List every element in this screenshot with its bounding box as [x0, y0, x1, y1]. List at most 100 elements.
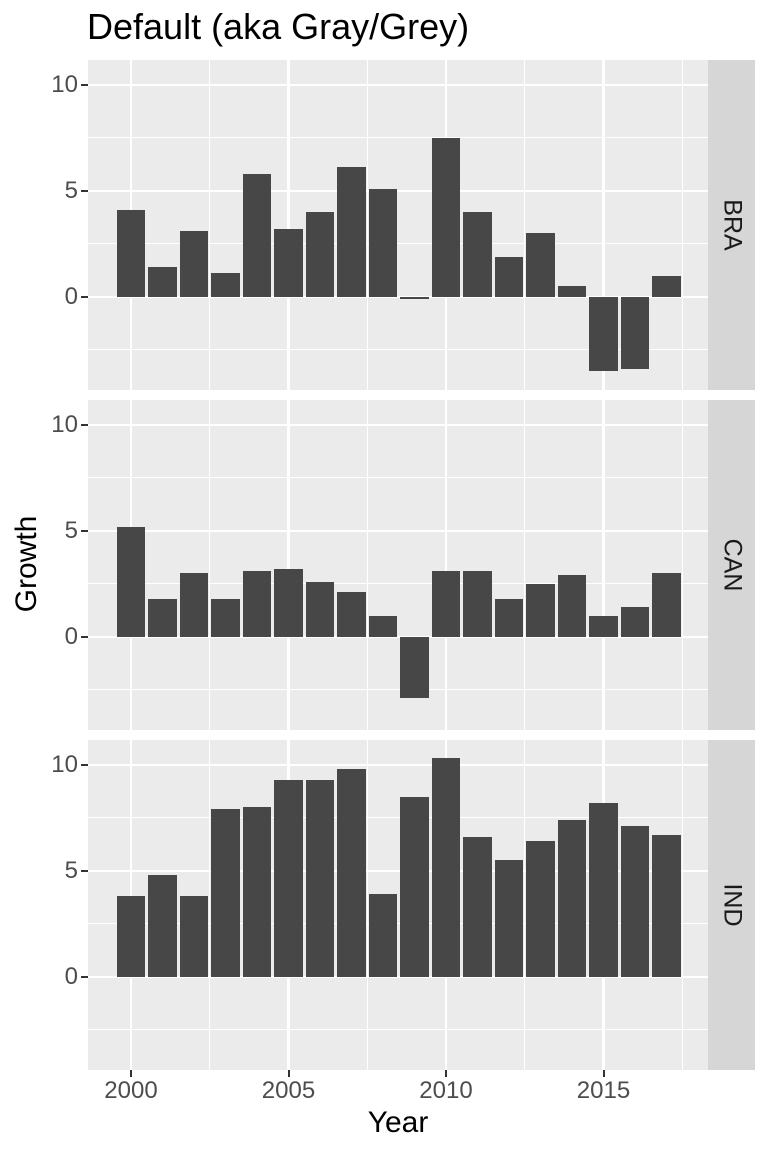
bar-can-2010	[431, 571, 461, 637]
y-tick-mark-bra-5	[81, 189, 88, 192]
facet-strip-label-ind: IND	[718, 883, 746, 927]
x-major-gridline	[602, 400, 605, 730]
bar-ind-2011	[463, 836, 492, 977]
facet-panel-ind	[88, 740, 708, 1070]
y-major-gridline	[88, 295, 708, 299]
facet-panel-bra	[88, 60, 708, 390]
chart-title: Default (aka Gray/Grey)	[87, 6, 470, 47]
facet-panel-can	[88, 400, 708, 730]
bar-ind-2009	[400, 796, 429, 977]
x-minor-gridline	[366, 60, 368, 390]
bar-bra-2001	[148, 267, 177, 297]
facet-strip-label-can: CAN	[718, 538, 746, 592]
bar-ind-2006	[305, 779, 335, 977]
facet-strip-label-bra: BRA	[718, 199, 746, 251]
bar-ind-2000	[116, 896, 146, 977]
x-minor-gridline	[366, 740, 368, 1070]
bar-bra-2014	[557, 286, 587, 297]
bar-bra-2003	[211, 273, 240, 297]
x-tick-label-2015: 2015	[576, 1077, 631, 1104]
bar-ind-2002	[179, 896, 209, 977]
x-minor-gridline	[209, 60, 211, 390]
y-tick-label-can-10: 10	[51, 410, 78, 438]
y-minor-gridline	[88, 243, 708, 245]
bar-bra-2013	[526, 233, 555, 297]
bar-can-2009	[400, 636, 429, 699]
y-tick-label-bra-10: 10	[51, 70, 78, 98]
bar-ind-2017	[652, 834, 681, 977]
bar-bra-2016	[620, 296, 650, 369]
x-axis-title: Year	[367, 1106, 429, 1139]
x-tick-mark-2010	[445, 1070, 447, 1077]
bar-can-2011	[463, 571, 492, 637]
y-minor-gridline	[88, 923, 708, 925]
x-tick-mark-2000	[130, 1070, 132, 1077]
x-major-gridline	[287, 400, 290, 730]
bar-can-2002	[179, 573, 209, 637]
bar-can-2004	[242, 571, 272, 637]
bar-bra-2010	[431, 137, 461, 297]
bar-ind-2013	[526, 841, 555, 977]
facet-strip-can: CAN	[708, 400, 755, 730]
x-minor-gridline	[209, 740, 211, 1070]
bar-ind-2003	[211, 809, 240, 977]
bar-bra-2009	[400, 296, 429, 299]
bar-can-2013	[526, 583, 555, 637]
y-major-gridline	[88, 975, 708, 979]
x-tick-mark-2005	[287, 1070, 290, 1077]
x-minor-gridline	[681, 740, 683, 1070]
x-tick-label-2005: 2005	[261, 1077, 316, 1104]
x-minor-gridline	[209, 400, 211, 730]
bar-can-2008	[368, 615, 398, 637]
bar-bra-2012	[494, 256, 524, 297]
bar-ind-2010	[431, 758, 461, 977]
panel-background	[88, 400, 708, 730]
facet-strip-bra: BRA	[708, 60, 755, 390]
y-tick-mark-ind-5	[81, 869, 88, 872]
x-major-gridline	[602, 60, 605, 390]
y-tick-label-can-5: 5	[64, 516, 78, 544]
bar-bra-2017	[652, 275, 681, 297]
y-minor-gridline	[88, 137, 708, 139]
bar-can-2007	[337, 592, 366, 637]
bar-can-2003	[211, 598, 240, 637]
bar-can-2001	[148, 598, 177, 637]
y-major-gridline	[88, 423, 708, 427]
bar-bra-2015	[589, 296, 618, 371]
bar-ind-2008	[368, 894, 398, 977]
bar-can-2000	[116, 526, 146, 637]
y-major-gridline	[88, 83, 708, 87]
bar-ind-2007	[337, 769, 366, 977]
x-major-gridline	[287, 60, 290, 390]
x-minor-gridline	[524, 740, 526, 1070]
x-tick-label-2000: 2000	[104, 1077, 158, 1104]
y-tick-mark-can-5	[81, 529, 88, 532]
bar-ind-2004	[242, 807, 272, 977]
bar-ind-2014	[557, 819, 587, 977]
bar-can-2012	[494, 598, 524, 637]
x-minor-gridline	[524, 400, 526, 730]
y-tick-mark-ind-10	[81, 763, 88, 766]
y-major-gridline	[88, 529, 708, 533]
bar-bra-2007	[337, 167, 366, 297]
y-minor-gridline	[88, 689, 708, 691]
y-tick-label-bra-5: 5	[64, 176, 78, 204]
y-major-gridline	[88, 763, 708, 767]
bar-bra-2004	[242, 173, 272, 297]
bar-bra-2002	[179, 231, 209, 297]
y-tick-label-ind-5: 5	[64, 856, 78, 884]
bar-ind-2012	[494, 860, 524, 977]
y-tick-mark-bra-0	[81, 295, 88, 298]
bar-ind-2015	[589, 802, 618, 977]
bar-bra-2011	[463, 212, 492, 297]
y-minor-gridline	[88, 583, 708, 585]
x-minor-gridline	[681, 400, 683, 730]
y-axis-title: Growth	[10, 515, 43, 613]
bar-bra-2000	[116, 209, 146, 297]
y-tick-label-can-0: 0	[64, 622, 78, 650]
bar-bra-2005	[274, 228, 303, 297]
bar-can-2006	[305, 581, 335, 637]
bar-can-2017	[652, 573, 681, 637]
y-tick-label-ind-0: 0	[64, 962, 78, 990]
y-tick-mark-ind-0	[81, 975, 88, 978]
